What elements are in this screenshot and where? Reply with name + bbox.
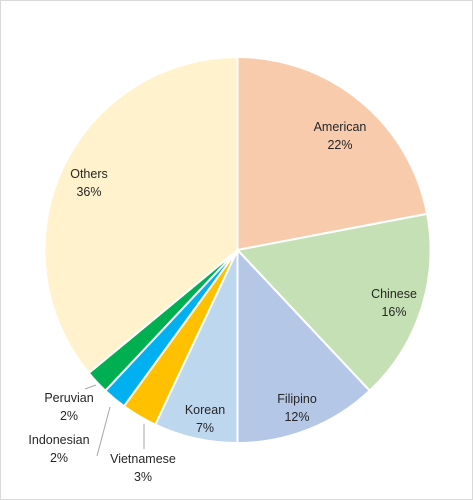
- slice-name-label: Indonesian: [28, 433, 89, 447]
- slice-percent-label: 2%: [50, 451, 68, 465]
- slice-percent-label: 16%: [381, 305, 406, 319]
- slice-name-label: Vietnamese: [110, 452, 176, 466]
- slice-percent-label: 2%: [60, 409, 78, 423]
- slice-name-label: Others: [70, 167, 108, 181]
- slice-percent-label: 36%: [76, 185, 101, 199]
- leader-line-peruvian: [84, 384, 97, 390]
- slice-name-label: American: [314, 120, 367, 134]
- leader-lines-layer: [84, 384, 145, 457]
- slices-layer: [43, 55, 432, 445]
- data-label-peruvian: Peruvian 2%: [44, 391, 93, 423]
- data-label-american: American 22%: [314, 120, 367, 152]
- data-label-indonesian: Indonesian 2%: [28, 433, 89, 465]
- data-label-others: Others 36%: [70, 167, 108, 199]
- data-labels-layer: American 22% Chinese 16% Filipino 12% Korean 7%…: [28, 120, 417, 484]
- data-label-chinese: Chinese 16%: [371, 287, 417, 319]
- slice-percent-label: 22%: [327, 138, 352, 152]
- pie-slice-others: [43, 55, 239, 375]
- slice-name-label: Filipino: [277, 392, 317, 406]
- slice-name-label: Chinese: [371, 287, 417, 301]
- pie-slice-filipino: [236, 247, 372, 445]
- slice-percent-label: 3%: [134, 470, 152, 484]
- data-label-korean: Korean 7%: [185, 403, 225, 435]
- slice-percent-label: 7%: [196, 421, 214, 435]
- pie-slice-chinese: [235, 212, 432, 393]
- slice-name-label: Korean: [185, 403, 225, 417]
- data-label-filipino: Filipino 12%: [277, 392, 317, 424]
- pie-slice-american: [236, 55, 429, 252]
- slice-percent-label: 12%: [284, 410, 309, 424]
- data-label-vietnamese: Vietnamese 3%: [110, 452, 176, 484]
- slice-name-label: Peruvian: [44, 391, 93, 405]
- leader-line-indonesian: [96, 406, 111, 457]
